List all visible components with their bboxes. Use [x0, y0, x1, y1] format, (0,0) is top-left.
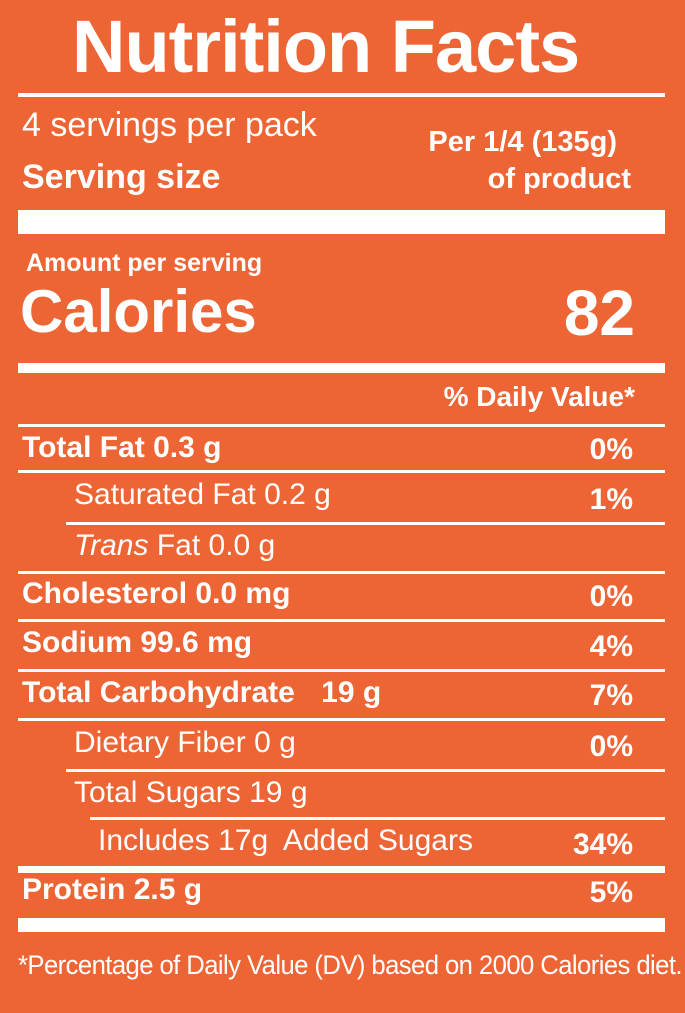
nutrient-row-trans-fat: Trans Fat 0.0 g — [74, 529, 275, 563]
nutrient-amount: 0.3 g — [153, 431, 222, 464]
calories-label: Calories — [20, 278, 257, 345]
nutrient-label: Added Sugars — [282, 824, 473, 857]
serving-size-label: Serving size — [22, 158, 221, 196]
serving-size-value-line2: of product — [487, 163, 631, 195]
nutrient-label: Sodium — [22, 626, 132, 659]
thick-divider — [18, 918, 665, 932]
nutrient-amount: 0.0 mg — [195, 577, 291, 610]
amount-per-serving: Amount per serving — [26, 249, 263, 277]
serving-size-value-line1: Per 1/4 (135g) — [428, 126, 617, 158]
calories-value: 82 — [563, 277, 635, 349]
nutrient-amount: 19 g — [249, 776, 308, 809]
nutrient-dv: 0% — [589, 730, 633, 763]
nutrient-row-protein: Protein 2.5 g — [22, 873, 202, 907]
nutrient-dv: 34% — [572, 828, 633, 861]
nutrient-label: Total Sugars — [74, 776, 241, 809]
nutrient-row-total-sugars: Total Sugars 19 g — [74, 776, 308, 810]
nutrient-row-total-carbohydrate: Total Carbohydrate 19 g — [22, 676, 381, 710]
row-divider — [18, 718, 665, 721]
nutrient-amount: 17g — [218, 824, 269, 857]
nutrient-dv: 4% — [589, 630, 633, 663]
nutrient-dv: 0% — [589, 580, 633, 613]
nutrient-row-dietary-fiber: Dietary Fiber 0 g — [74, 726, 296, 760]
nutrient-row-cholesterol: Cholesterol 0.0 mg — [22, 577, 290, 611]
row-divider — [18, 619, 665, 622]
nutrient-dv: 1% — [589, 483, 633, 516]
title-rule — [18, 93, 665, 97]
nutrient-row-total-fat: Total Fat 0.3 g — [22, 431, 222, 465]
nutrient-amount: 99.6 mg — [140, 626, 253, 659]
nutrient-label: Saturated Fat — [74, 478, 256, 511]
row-divider — [90, 817, 665, 820]
label-title: Nutrition Facts — [72, 5, 580, 88]
nutrient-amount: 0.2 g — [264, 478, 331, 511]
added-sugars-prefix: Includes — [98, 824, 210, 857]
row-divider — [18, 571, 665, 574]
nutrient-amount: 2.5 g — [133, 873, 203, 906]
nutrient-label: Protein — [22, 873, 126, 906]
medium-divider — [18, 363, 665, 373]
footnote: *Percentage of Daily Value (DV) based on… — [18, 950, 683, 980]
nutrient-amount: 0 g — [254, 726, 296, 759]
row-divider — [18, 470, 665, 473]
nutrient-amount: 0.0 g — [208, 529, 276, 562]
thick-divider — [18, 210, 665, 234]
nutrient-row-added-sugars: Includes 17g Added Sugars — [98, 824, 473, 858]
nutrient-dv: 5% — [589, 876, 633, 909]
medium-divider — [18, 866, 665, 873]
row-divider — [18, 669, 665, 672]
nutrient-dv: 7% — [589, 679, 633, 712]
nutrient-label: Total Carbohydrate — [22, 676, 295, 709]
nutrient-amount: 19 g — [321, 676, 382, 709]
nutrient-label: Fat — [156, 529, 201, 562]
nutrient-label: Cholesterol — [22, 577, 188, 610]
nutrient-row-saturated-fat: Saturated Fat 0.2 g — [74, 478, 331, 512]
nutrient-dv: 0% — [589, 433, 633, 466]
nutrient-row-sodium: Sodium 99.6 mg — [22, 626, 252, 660]
nutrient-label: Total Fat — [22, 431, 145, 464]
daily-value-header: % Daily Value* — [443, 381, 635, 412]
servings-per-pack: 4 servings per pack — [22, 106, 317, 144]
row-divider — [66, 522, 665, 525]
row-divider — [66, 769, 665, 772]
row-divider — [18, 424, 665, 427]
nutrient-label: Dietary Fiber — [74, 726, 246, 759]
nutrient-label-italic: Trans — [74, 529, 149, 562]
